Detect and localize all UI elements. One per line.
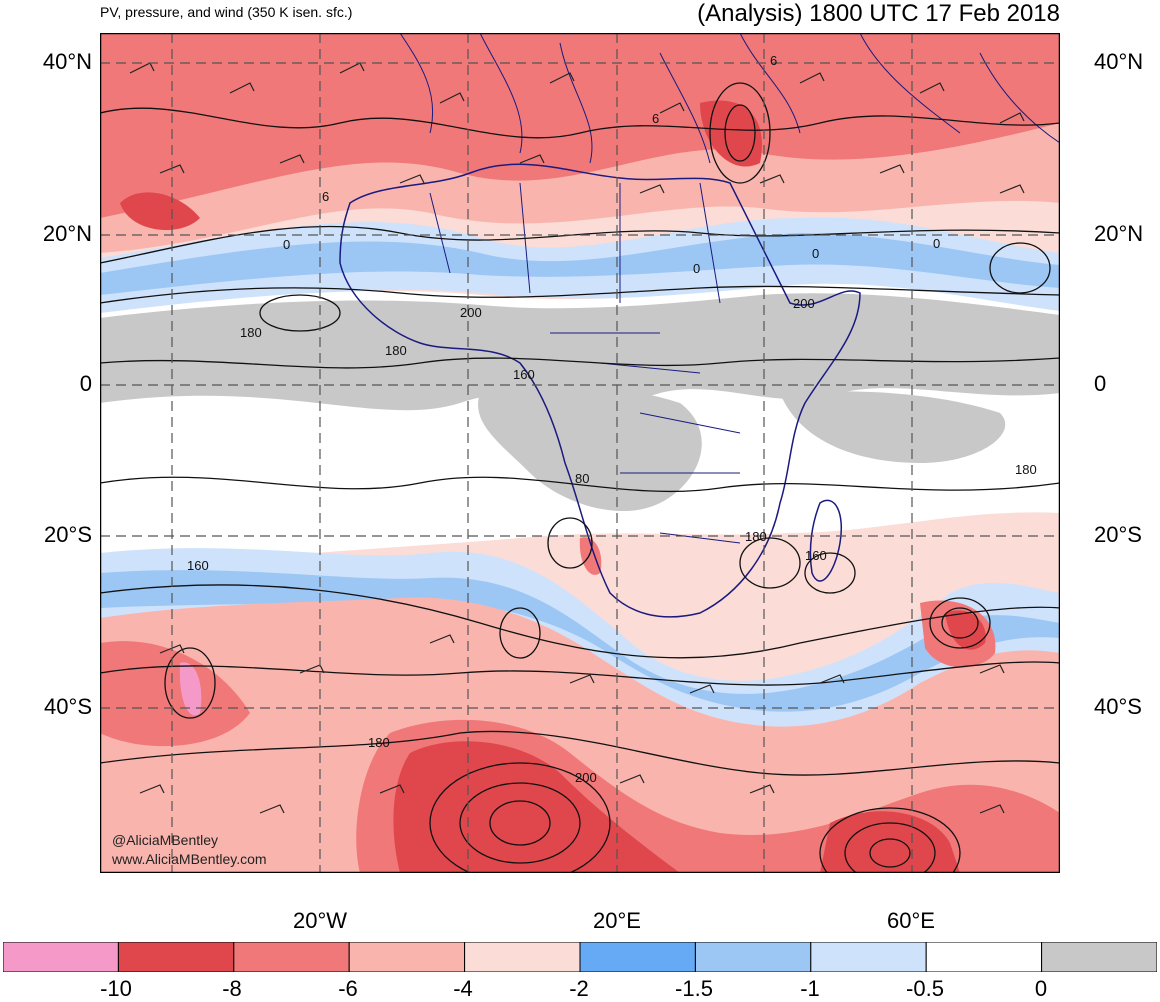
pv-north-core: [700, 100, 762, 167]
contour-label: 180: [745, 529, 767, 544]
lat-label-right: 20°S: [1094, 522, 1142, 547]
colorbar-label: -2: [569, 976, 589, 1001]
pv-south-core: [100, 641, 250, 747]
pv-south-high: [100, 597, 1060, 873]
pv-north-core: [100, 33, 1060, 218]
lat-label-right: 0: [1094, 371, 1107, 396]
lon-label: 60°E: [887, 908, 935, 933]
colorbar-swatch: [348, 942, 466, 972]
valid-time-title: (Analysis) 1800 UTC 17 Feb 2018: [697, 0, 1060, 27]
graticule: [100, 33, 1060, 873]
contour-label: 6: [652, 111, 659, 126]
contour-label: 0: [812, 246, 819, 261]
wind-barbs: [129, 62, 1025, 814]
pv-south-extreme: [945, 610, 986, 650]
contour-label: 200: [793, 296, 815, 311]
lat-label-right: 40°N: [1094, 49, 1144, 74]
colorbar-swatch: [579, 942, 696, 972]
colorbar-swatch: [464, 942, 581, 972]
colorbar: [3, 942, 1157, 972]
colorbar-swatch: [3, 942, 119, 972]
colorbar-swatch: [694, 942, 812, 972]
contour-label: 180: [240, 325, 262, 340]
lat-label-right: 20°N: [1094, 221, 1144, 246]
colorbar-swatch: [925, 942, 1043, 972]
colorbar-swatch: [117, 942, 235, 972]
contour-label: 160: [805, 548, 827, 563]
lat-label-left: 40°S: [44, 694, 92, 719]
colorbar-label: -10: [100, 976, 132, 1001]
pv-blue-south: [100, 570, 1060, 712]
colorbar-swatch: [233, 942, 350, 972]
colorbar-label: -6: [338, 976, 358, 1001]
africa-coastline: [339, 163, 861, 618]
pv-south-extreme-pink: [179, 662, 202, 716]
contour-label: 160: [187, 558, 209, 573]
contour-label: 0: [693, 261, 700, 276]
contour-label: 180: [368, 735, 390, 750]
lat-label-left: 0: [79, 371, 92, 396]
colorbar-swatch: [1041, 942, 1157, 972]
contour-label: 200: [460, 305, 482, 320]
lon-label: 20°E: [593, 908, 641, 933]
colorbar-label: -1: [800, 976, 820, 1001]
colorbar-label: -8: [222, 976, 242, 1001]
map-frame: [100, 33, 1060, 873]
europe-borders: [399, 33, 1060, 164]
contour-label: 180: [385, 343, 407, 358]
colorbar-swatch: [810, 942, 927, 972]
pv-south-extreme: [820, 811, 960, 873]
lat-label-left: 20°N: [42, 221, 92, 246]
colorbar-label: -0.5: [906, 976, 944, 1001]
contour-label: 6: [770, 53, 777, 68]
pv-small-anomaly: [579, 537, 602, 575]
lat-label-left: 40°N: [42, 49, 92, 74]
pv-gray-positive: [780, 391, 1006, 463]
pv-map-panel: 6 6 6 0 0 0 0 180 180 200 200 160 160 16…: [100, 33, 1060, 873]
contour-label: 160: [513, 367, 535, 382]
lon-label: 20°W: [292, 908, 348, 933]
credit-site: www.AliciaMBentley.com: [112, 851, 267, 867]
lat-label-right: 40°S: [1094, 694, 1142, 719]
colorbar-label: -4: [453, 976, 473, 1001]
credit-handle: @AliciaMBentley: [112, 832, 219, 848]
colorbar-label: 0: [1034, 976, 1048, 1001]
contour-label: 0: [933, 236, 940, 251]
lat-label-left: 20°S: [44, 522, 92, 547]
contour-label: 0: [283, 237, 290, 252]
field-title: PV, pressure, and wind (350 K isen. sfc.…: [100, 4, 353, 20]
contour-label: 200: [575, 770, 597, 785]
pv-north-core: [120, 192, 200, 230]
contour-label: 6: [322, 189, 329, 204]
pv-gray-positive: [478, 386, 702, 512]
colorbar-label: -1.5: [675, 976, 713, 1001]
pressure-contours: [100, 82, 1060, 873]
contour-label: 80: [575, 471, 589, 486]
contour-label: 180: [1015, 462, 1037, 477]
